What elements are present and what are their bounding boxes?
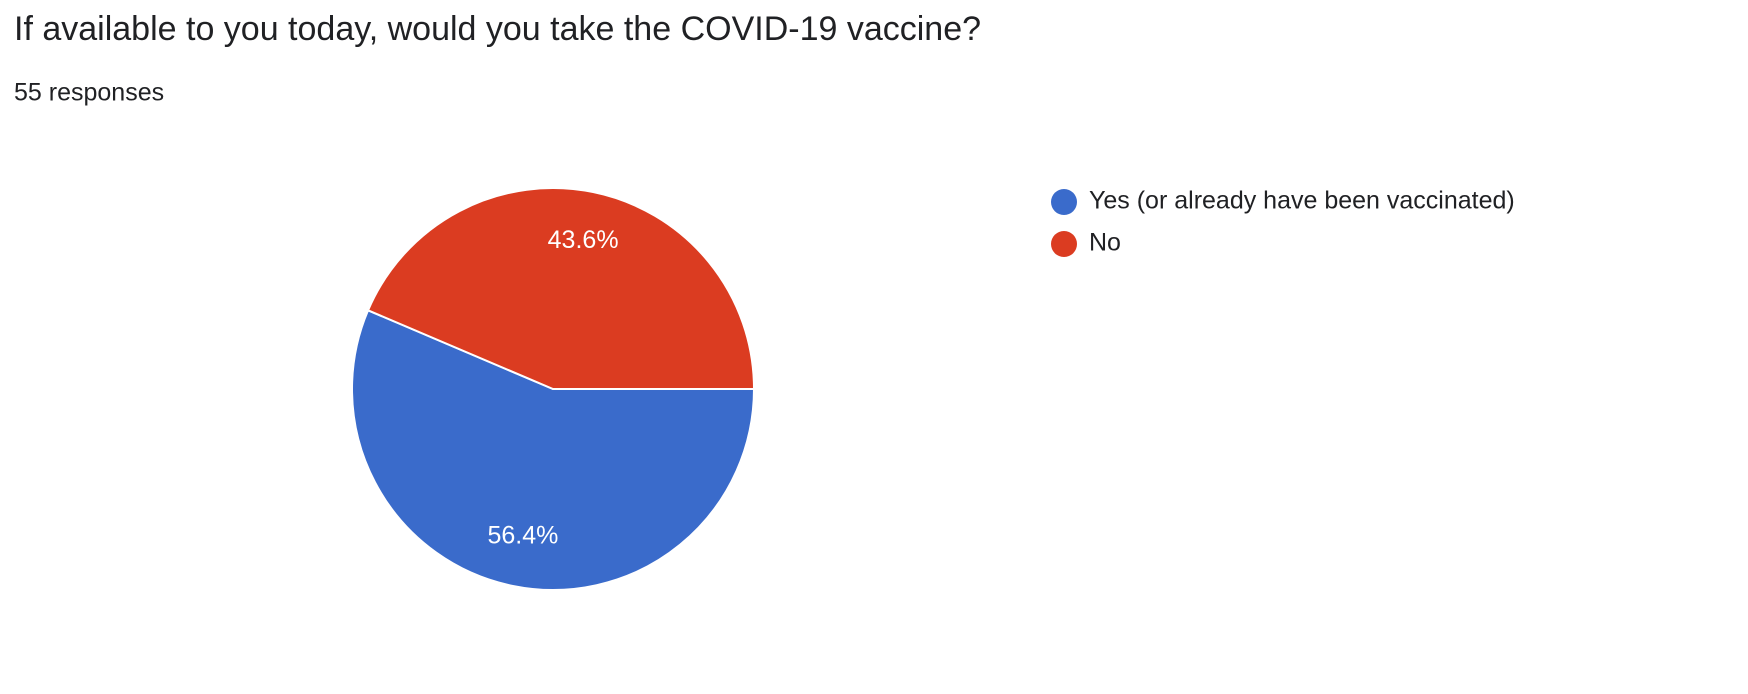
pie-slice: [351, 309, 756, 591]
legend-label: Yes (or already have been vaccinated): [1089, 187, 1515, 215]
legend-label: No: [1089, 229, 1121, 257]
legend-marker: [1051, 189, 1077, 215]
legend-marker: [1051, 231, 1077, 257]
response-count: 55 responses: [14, 79, 164, 107]
pie-slice: [366, 187, 756, 390]
data-label: 43.6%: [548, 226, 619, 254]
data-label: 56.4%: [487, 521, 558, 549]
chart-title: If available to you today, would you tak…: [14, 10, 981, 48]
